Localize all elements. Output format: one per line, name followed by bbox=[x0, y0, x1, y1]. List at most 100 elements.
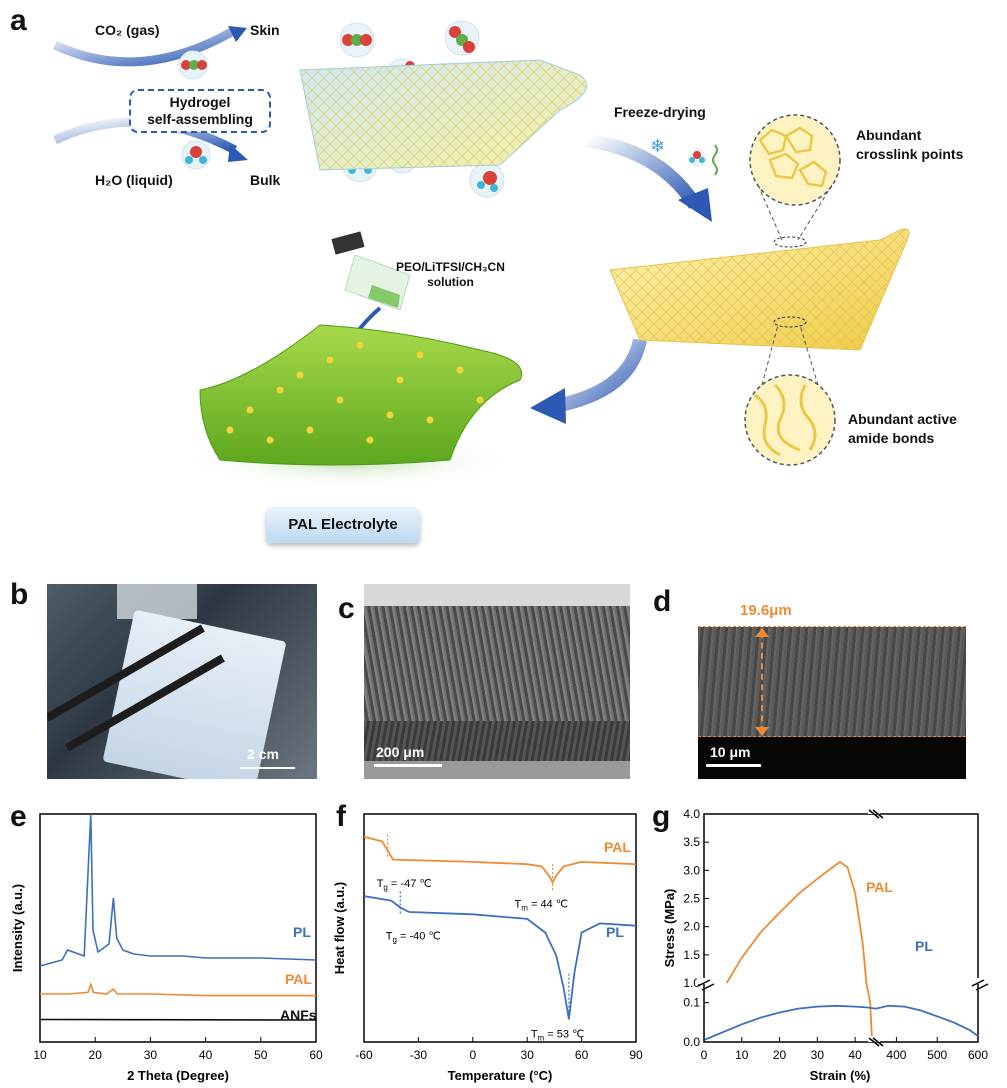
tick-label-e-50: 50 bbox=[254, 1048, 268, 1062]
tick-label-f-30: 30 bbox=[521, 1048, 535, 1062]
annot-f-pal_tm: Tm = 44 ℃ bbox=[515, 898, 569, 912]
thickness-arrow bbox=[761, 632, 763, 732]
axis-break-bg-3 bbox=[971, 978, 985, 984]
amide-zoom bbox=[744, 374, 836, 466]
tick-label-e-60: 60 bbox=[309, 1048, 323, 1062]
tick-label-g-y-1.5: 1.5 bbox=[683, 948, 700, 962]
panel-label-d: d bbox=[653, 585, 672, 618]
panel-label-g: g bbox=[652, 800, 671, 833]
crosslink-line2: crosslink points bbox=[856, 146, 964, 162]
pal-electrolyte-badge: PAL Electrolyte bbox=[266, 507, 420, 543]
skin-label: Skin bbox=[250, 22, 280, 38]
panel-label-e: e bbox=[10, 800, 27, 833]
amide-label: Abundant active amide bonds bbox=[848, 410, 957, 448]
annot-f-pal_tg: Tg = -47 ℃ bbox=[377, 878, 432, 892]
return-arrow bbox=[558, 338, 647, 412]
tick-label-g-x-400: 400 bbox=[886, 1048, 906, 1062]
amide-line2: amide bonds bbox=[848, 430, 935, 446]
scheme-graphics: ❄ bbox=[53, 20, 910, 490]
panel-label-b: b bbox=[10, 578, 29, 611]
scalebar-b bbox=[240, 767, 295, 769]
hydrogel-box bbox=[129, 89, 271, 133]
svg-text:❄: ❄ bbox=[650, 136, 665, 156]
scalebar-b-label: 2 cm bbox=[247, 746, 279, 762]
tick-label-g-x-30: 30 bbox=[811, 1048, 825, 1062]
axis-break-0 bbox=[868, 809, 880, 819]
series-e-pl bbox=[39, 813, 317, 967]
annot-f-pl_tm: Tm = 53 ℃ bbox=[531, 1028, 585, 1042]
tick-label-g-y-0: 0.0 bbox=[683, 1035, 700, 1049]
chart-f-xlabel: Temperature (°C) bbox=[448, 1068, 553, 1083]
chart-g-xlabel: Strain (%) bbox=[810, 1068, 871, 1083]
thickness-label: 19.6μm bbox=[740, 602, 792, 619]
tick-label-g-y-0.1: 0.1 bbox=[683, 996, 700, 1010]
legend-f-pal: PAL bbox=[604, 839, 631, 855]
solution-line1: PEO/LiTFSI/CH₃CN bbox=[396, 260, 505, 274]
tick-label-g-x-40: 40 bbox=[848, 1048, 862, 1062]
scalebar-d-label: 10 μm bbox=[710, 744, 751, 760]
legend-e-pal: PAL bbox=[285, 971, 312, 987]
tick-label-g-x-20: 20 bbox=[773, 1048, 787, 1062]
panel-label-f: f bbox=[336, 800, 346, 833]
legend-g-pl: PL bbox=[915, 938, 933, 954]
tick-label-g-y-3: 3.0 bbox=[683, 863, 700, 877]
tick-label-e-20: 20 bbox=[89, 1048, 103, 1062]
chart-f-frame bbox=[363, 813, 637, 1043]
hydrogel-line1: Hydrogel bbox=[169, 94, 231, 110]
axis-break-b-2 bbox=[701, 983, 715, 991]
legend-e-pl: PL bbox=[293, 924, 311, 940]
panel-label-c: c bbox=[338, 592, 355, 625]
solution-label: PEO/LiTFSI/CH₃CN solution bbox=[396, 260, 505, 290]
tick-label-f--60: -60 bbox=[355, 1048, 373, 1062]
chart-e-frame bbox=[39, 813, 317, 1043]
chart-e-xlabel: 2 Theta (Degree) bbox=[127, 1068, 229, 1083]
tick-label-f-90: 90 bbox=[629, 1048, 643, 1062]
series-f-pl bbox=[363, 895, 637, 1020]
tick-label-g-x-0: 0 bbox=[701, 1048, 708, 1062]
hydrogel-label: Hydrogel self-assembling bbox=[130, 94, 270, 128]
tick-label-g-y-2: 2.0 bbox=[683, 920, 700, 934]
chart-g-frame bbox=[703, 813, 979, 1043]
chart-g-ylabel: Stress (MPa) bbox=[662, 889, 677, 968]
hydrogel-line2: self-assembling bbox=[147, 111, 253, 127]
crosslink-line1: Abundant bbox=[856, 127, 922, 143]
scalebar-c bbox=[374, 764, 442, 767]
amide-line1: Abundant active bbox=[848, 411, 957, 427]
tick-label-g-y-4: 4.0 bbox=[683, 807, 700, 821]
tick-label-e-40: 40 bbox=[199, 1048, 213, 1062]
freeze-drying-label: Freeze-drying bbox=[614, 104, 706, 120]
tick-label-g-y-1: 1.0 bbox=[683, 976, 700, 990]
co2-label: CO₂ (gas) bbox=[95, 22, 160, 38]
chart-e-ylabel: Intensity (a.u.) bbox=[10, 884, 25, 972]
tick-label-g-x-600: 600 bbox=[968, 1048, 988, 1062]
legend-f-pl: PL bbox=[606, 924, 624, 940]
legend-e-anfs: ANFs bbox=[280, 1007, 317, 1023]
axis-break-b-3 bbox=[975, 983, 989, 991]
panel-label-a: a bbox=[10, 4, 27, 37]
tick-label-f--30: -30 bbox=[410, 1048, 428, 1062]
tick-label-f-0: 0 bbox=[469, 1048, 476, 1062]
tick-label-e-10: 10 bbox=[33, 1048, 47, 1062]
photo-c: 200 μm bbox=[364, 584, 630, 779]
axis-break-b-1 bbox=[872, 1037, 884, 1047]
freeze-drying-arrow bbox=[584, 133, 701, 209]
series-g-pal bbox=[725, 860, 873, 1043]
chart-f: -60 -30 0 30 60 90 Tg = -47 ℃ Tm = 44 ℃ Tg = -4… bbox=[332, 813, 643, 1083]
annot-f-pl_tg: Tg = -40 ℃ bbox=[386, 930, 441, 944]
axis-break-b-0 bbox=[872, 809, 884, 819]
tick-label-g-y-3.5: 3.5 bbox=[683, 835, 700, 849]
crosslink-label: Abundant crosslink points bbox=[856, 126, 963, 164]
series-g-pl bbox=[703, 1004, 979, 1041]
axis-break-3 bbox=[971, 979, 985, 987]
tick-label-g-x-500: 500 bbox=[927, 1048, 947, 1062]
tick-label-e-30: 30 bbox=[144, 1048, 158, 1062]
axis-break-2 bbox=[697, 979, 711, 987]
pal-electrolyte-sheet bbox=[199, 324, 522, 466]
photo-b: 2 cm bbox=[47, 584, 317, 779]
legend-g-pal: PAL bbox=[866, 879, 893, 895]
chart-e: 10 20 30 40 50 60 2 Theta (Degree) Intensity … bbox=[10, 813, 323, 1083]
skin-arrow bbox=[53, 26, 238, 67]
series-e-pal bbox=[40, 981, 316, 997]
bulk-label: Bulk bbox=[250, 172, 281, 188]
photo-d: 19.6μm 10 μm bbox=[698, 584, 966, 779]
